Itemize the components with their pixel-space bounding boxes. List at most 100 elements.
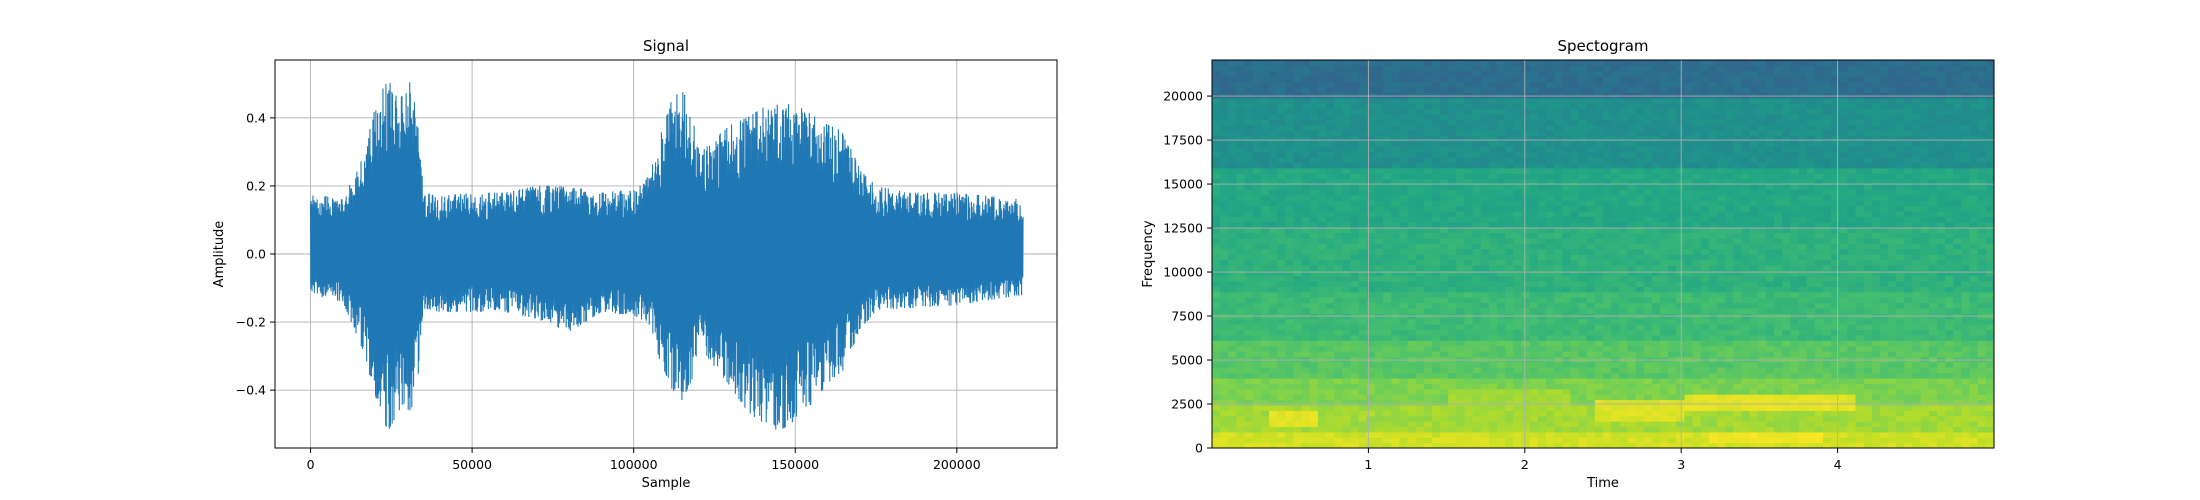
spectrogram-cell [1578, 157, 1588, 163]
spectrogram-cell [1635, 248, 1645, 255]
spectrogram-cell [1627, 178, 1637, 185]
spectrogram-cell [1505, 146, 1514, 153]
spectrogram-cell [1285, 221, 1295, 228]
spectrogram-cell [1757, 92, 1767, 99]
spectrogram-cell [1358, 275, 1368, 282]
spectrogram-cell [1708, 367, 1718, 374]
spectrogram-cell [1399, 70, 1409, 77]
spectrogram-cell [1521, 113, 1531, 120]
spectrogram-cell [1440, 286, 1449, 293]
spectrogram-cell [1660, 108, 1669, 115]
spectrogram-cell [1269, 275, 1278, 282]
spectrogram-cell [1651, 372, 1661, 379]
spectrogram-cell [1480, 345, 1490, 352]
spectrogram-cell [1399, 318, 1409, 325]
spectrogram-cell [1586, 377, 1596, 384]
spectrogram-cell [1529, 216, 1539, 223]
spectrogram-cell [1635, 167, 1645, 174]
spectrogram-cell [1660, 426, 1669, 433]
spectrogram-cell [1684, 243, 1694, 250]
spectrogram-cell [1570, 421, 1580, 428]
spectrogram-cell [1505, 194, 1514, 201]
spectrogram-cell [1212, 351, 1221, 357]
spectrogram-cell [1220, 232, 1229, 239]
spectrogram-cell [1399, 216, 1409, 223]
spectrogram-cell [1765, 113, 1775, 120]
spectrogram-cell [1293, 421, 1303, 428]
spectrogram-cell [1692, 183, 1702, 190]
spectrogram-cell [1317, 70, 1327, 77]
spectrogram-cell [1480, 92, 1490, 99]
spectrogram-cell [1611, 307, 1620, 314]
spectrogram-cell [1423, 200, 1433, 207]
spectrogram-cell [1619, 297, 1629, 304]
spectrogram-cell [1252, 291, 1262, 298]
spectrogram-cell [1366, 119, 1376, 126]
spectrogram-cell [1293, 329, 1303, 336]
spectrogram-cell [1554, 162, 1563, 169]
spectrogram-cell [1415, 76, 1425, 83]
spectrogram-cell [1228, 404, 1238, 411]
spectrogram-cell [1513, 205, 1523, 212]
spectrogram-cell [1529, 113, 1539, 120]
spectrogram-cell [1456, 329, 1466, 336]
spectrogram-cell [1562, 254, 1572, 260]
spectrogram-cell [1521, 415, 1531, 422]
spectrogram-cell [1643, 404, 1653, 411]
spectrogram-cell [1212, 254, 1221, 260]
spectrogram-cell [1342, 270, 1352, 277]
spectrogram-cell [1244, 270, 1254, 277]
spectrogram-cell [1570, 345, 1580, 352]
spectrogram-cell [1350, 243, 1360, 250]
spectrogram-cell [1350, 388, 1360, 395]
spectrogram-cell [1293, 324, 1303, 331]
spectrogram-cell [1244, 372, 1254, 379]
spectrogram-cell [1391, 119, 1400, 126]
spectrogram-cell [1269, 367, 1278, 374]
spectrogram-cell [1464, 421, 1474, 428]
spectrogram-cell [1660, 291, 1669, 298]
spectrogram-cell [1244, 345, 1254, 352]
spectrogram-cell [1269, 189, 1278, 196]
spectrogram-cell [1692, 302, 1702, 309]
spectrogram-cell [1358, 324, 1368, 331]
spectrogram-cell [1358, 216, 1368, 223]
spectrogram-cell [1643, 388, 1653, 395]
spectrogram-cell [1220, 81, 1229, 88]
spectrogram-cell [1301, 286, 1311, 293]
spectrogram-cell [1252, 410, 1262, 417]
spectrogram-cell [1684, 383, 1694, 390]
spectrogram-cell [1562, 146, 1572, 153]
spectrogram-cell [1285, 259, 1295, 266]
spectrogram-cell [1488, 221, 1498, 228]
spectrogram-cell [1285, 415, 1295, 422]
spectrogram-cell [1407, 394, 1417, 401]
spectrogram-cell [1611, 108, 1620, 115]
spectrogram-cell [1448, 210, 1457, 217]
spectrogram-cell [1456, 334, 1466, 341]
spectrogram-cell [1554, 130, 1563, 137]
spectrogram-cell [1586, 264, 1596, 271]
spectrogram-cell [1317, 324, 1327, 331]
spectrogram-cell [1456, 167, 1466, 174]
spectrogram-cell [1277, 431, 1286, 438]
spectrogram-cell [1660, 65, 1669, 72]
spectrogram-cell [1456, 426, 1466, 433]
spectrogram-cell [1350, 340, 1360, 347]
spectrogram-cell [1733, 394, 1743, 401]
spectrogram-cell [1651, 388, 1661, 395]
spectrogram-cell [1277, 442, 1286, 448]
spectrogram-cell [1383, 60, 1392, 66]
spectrogram-cell [1545, 404, 1555, 411]
spectrogram-cell [1334, 324, 1343, 331]
spectrogram-cell [1350, 124, 1360, 131]
spectrogram-cell [1521, 254, 1531, 260]
spectrogram-axes: 1 2 3 4025005000750010000125001500017500200… [1141, 37, 1995, 491]
spectrogram-cell [1252, 324, 1262, 331]
spectrogram-cell [1212, 394, 1221, 401]
spectrogram-cell [1529, 103, 1539, 110]
spectrogram-cell [1334, 318, 1343, 325]
spectrogram-cell [1383, 232, 1392, 239]
spectrogram-cell [1366, 124, 1376, 131]
spectrogram-cell [1244, 361, 1254, 368]
